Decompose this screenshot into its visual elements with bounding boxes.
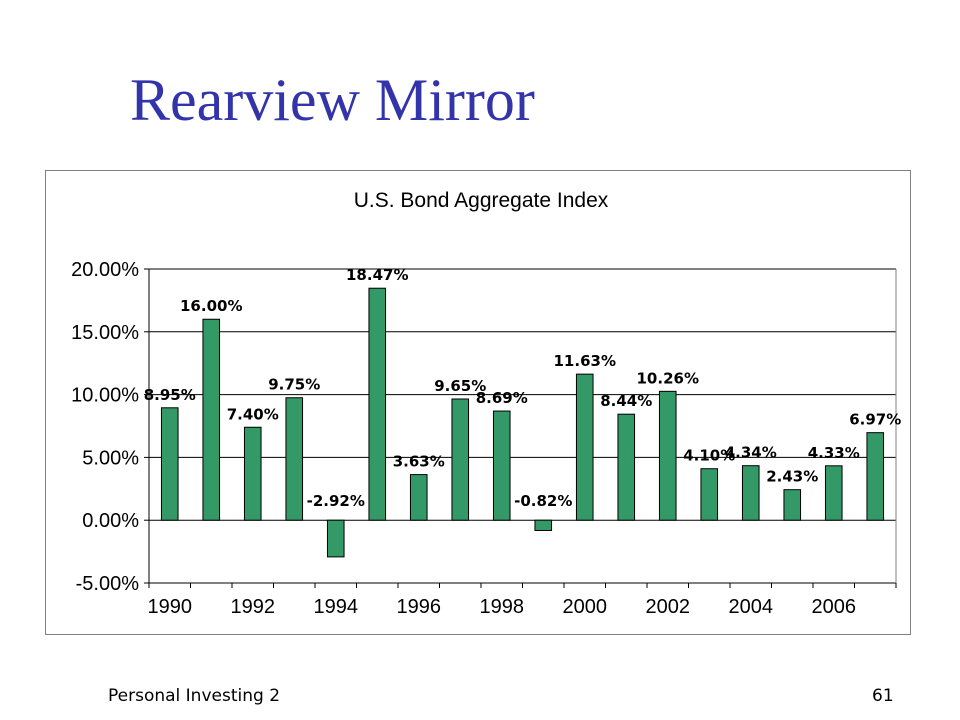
bar <box>285 397 304 521</box>
bar-data-label: 9.65% <box>434 377 486 395</box>
y-tick-label: 5.00% <box>82 447 139 469</box>
bar <box>368 287 387 521</box>
y-tick-label: -5.00% <box>76 573 140 595</box>
bar <box>243 426 262 521</box>
x-tick-label: 2006 <box>812 596 857 618</box>
bar-data-label: -2.92% <box>307 492 365 510</box>
bar <box>617 413 636 521</box>
bar <box>202 318 221 521</box>
footer-page-number: 61 <box>872 686 894 706</box>
bar <box>866 432 885 521</box>
bar-data-label: 8.44% <box>600 392 652 410</box>
x-tick-label: 1994 <box>314 596 359 618</box>
bar <box>658 390 677 521</box>
y-tick-label: 0.00% <box>82 510 139 532</box>
x-tick-label: 1996 <box>397 596 442 618</box>
bar-data-label: 4.33% <box>808 444 860 462</box>
slide-title: Rearview Mirror <box>130 67 535 133</box>
bar <box>575 373 594 521</box>
bar <box>409 474 428 521</box>
bar-data-label: 6.97% <box>849 411 901 429</box>
bar <box>783 489 802 521</box>
bar-data-label: 8.69% <box>476 389 528 407</box>
footer-presentation-name: Personal Investing 2 <box>108 686 281 706</box>
y-tick-label: 10.00% <box>71 385 139 407</box>
x-tick-label: 2004 <box>729 596 774 618</box>
bar <box>700 468 719 521</box>
bar-data-label: 18.47% <box>346 266 408 284</box>
chart-frame: U.S. Bond Aggregate Index -5.00% 0.00% 5.0… <box>45 170 911 635</box>
bar-data-label: 4.10% <box>683 447 735 465</box>
x-tick-label: 2000 <box>563 596 608 618</box>
bond-index-chart: U.S. Bond Aggregate Index -5.00% 0.00% 5.0… <box>71 189 901 618</box>
bar <box>824 465 843 521</box>
bar-data-label: 10.26% <box>637 369 699 387</box>
bar-data-label: 11.63% <box>554 352 616 370</box>
x-tick-label: 1992 <box>231 596 276 618</box>
chart-title: U.S. Bond Aggregate Index <box>354 189 609 212</box>
x-tick-label: 1998 <box>480 596 525 618</box>
bar <box>160 407 179 521</box>
bar <box>451 398 470 521</box>
y-tick-label: 15.00% <box>71 322 139 344</box>
bar <box>534 519 553 531</box>
bar-data-label: 16.00% <box>180 297 242 315</box>
bar-data-label: 3.63% <box>393 453 445 471</box>
bar-data-label: 7.40% <box>227 405 279 423</box>
bar-data-label: 4.34% <box>725 444 777 462</box>
bar <box>492 410 511 521</box>
bar-data-label: 2.43% <box>766 468 818 486</box>
bar-data-label: -0.82% <box>514 492 572 510</box>
bar-data-label: 8.95% <box>144 386 196 404</box>
bar-data-label: 9.75% <box>268 376 320 394</box>
y-tick-label: 20.00% <box>71 259 139 281</box>
x-tick-label: 1990 <box>148 596 193 618</box>
x-tick-label: 2002 <box>646 596 691 618</box>
bar <box>741 465 760 521</box>
bar <box>326 519 345 558</box>
